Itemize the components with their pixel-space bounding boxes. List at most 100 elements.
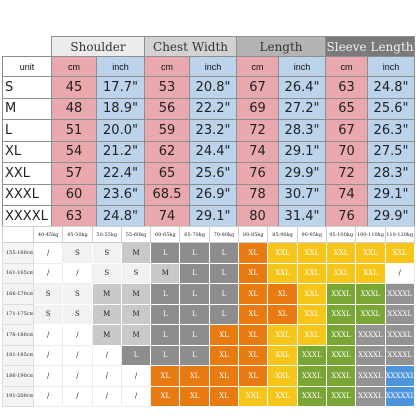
cm-value: 56 bbox=[144, 97, 191, 120]
recommended-size-cell: XL bbox=[208, 365, 240, 387]
cm-value: 70 bbox=[325, 140, 369, 163]
weight-header: 50-55kg bbox=[91, 226, 122, 243]
recommended-size-cell: L bbox=[150, 303, 181, 325]
size-label: L bbox=[2, 119, 52, 142]
recommended-size-cell: XXL bbox=[238, 385, 269, 407]
height-label: 186-190cm bbox=[2, 365, 34, 387]
inch-value: 28.3" bbox=[367, 162, 416, 185]
recommended-size-cell: L bbox=[150, 344, 181, 366]
cm-value: 67 bbox=[325, 119, 369, 142]
unit-cm: cm bbox=[236, 56, 280, 77]
recommended-size-cell: XXL bbox=[296, 303, 327, 325]
weight-header: 85-90kg bbox=[267, 226, 298, 243]
recommended-size-cell: / bbox=[91, 344, 122, 366]
inch-value: 31.4" bbox=[278, 205, 327, 228]
recommended-size-cell: M bbox=[91, 303, 122, 325]
weight-header: 65-70kg bbox=[179, 226, 210, 243]
cm-value: 65 bbox=[144, 162, 191, 185]
cm-value: 76 bbox=[236, 162, 280, 185]
inch-value: 27.2" bbox=[278, 97, 327, 120]
inch-value: 29.1" bbox=[189, 205, 238, 228]
unit-inch: inch bbox=[189, 56, 238, 77]
unit-cm: cm bbox=[325, 56, 369, 77]
size-row: M 48 18.9" 56 22.2" 69 27.2" 65 25.6" bbox=[2, 97, 416, 120]
height-label: 161-165cm bbox=[2, 262, 34, 284]
inch-value: 29.9" bbox=[367, 205, 416, 228]
weight-header-row: 40-45kg 45-50kg 50-55kg 55-60kg 60-65kg 65-70… bbox=[2, 226, 415, 243]
size-chart-body: S 45 17.7" 53 20.8" 67 26.4" 63 24.8" M 48 18.9" 56 2… bbox=[2, 76, 416, 249]
weight-header: 60-65kg bbox=[150, 226, 181, 243]
recommended-size-cell: XXXL bbox=[355, 303, 386, 325]
recommended-size-cell: L bbox=[208, 242, 240, 264]
recommended-size-cell: XXXXL bbox=[384, 283, 415, 305]
recommended-size-cell: XXXXXL bbox=[384, 365, 415, 387]
cm-value: 78 bbox=[236, 183, 280, 206]
recommended-size-cell: XXL bbox=[267, 365, 298, 387]
recommended-size-cell: XL bbox=[238, 262, 269, 284]
cm-value: 48 bbox=[51, 97, 97, 120]
recommended-size-cell: XL bbox=[267, 283, 298, 305]
recommended-size-cell: L bbox=[179, 303, 210, 325]
recommended-size-cell: / bbox=[32, 344, 64, 366]
inch-value: 25.6" bbox=[367, 97, 416, 120]
height-row: 186-190cm / / / / XL XL XL XL XXL XXXL XXXL XXXXL XXX… bbox=[2, 365, 415, 387]
inch-value: 18.9" bbox=[95, 97, 146, 120]
recommended-size-cell: L bbox=[120, 344, 152, 366]
cm-value: 63 bbox=[325, 76, 369, 99]
recommended-size-cell: L bbox=[179, 242, 210, 264]
height-label: 176-180cm bbox=[2, 324, 34, 346]
recommended-size-cell: XXXXL bbox=[355, 365, 386, 387]
recommended-size-cell: M bbox=[91, 283, 122, 305]
recommended-size-cell: / bbox=[32, 242, 64, 264]
height-row: 191-200cm / / / / XL XL XL XXL XXL XXXL XXXL XXXXL XX… bbox=[2, 385, 415, 407]
recommended-size-cell: XXXL bbox=[296, 365, 327, 387]
recommended-size-cell: XXL bbox=[296, 324, 327, 346]
recommended-size-cell: XXXL bbox=[325, 385, 357, 407]
inch-value: 21.2" bbox=[95, 140, 146, 163]
recommended-size-cell: S bbox=[91, 262, 122, 284]
weight-header: 45-50kg bbox=[62, 226, 93, 243]
inch-value: 28.3" bbox=[278, 119, 327, 142]
recommended-size-cell: L bbox=[179, 324, 210, 346]
size-label: XXXXL bbox=[2, 205, 52, 228]
inch-value: 25.6" bbox=[189, 162, 238, 185]
height-label: 166-170cm bbox=[2, 283, 34, 305]
recommended-size-cell: / bbox=[62, 324, 93, 346]
recommended-size-cell: XXXXL bbox=[355, 344, 386, 366]
recommended-size-cell: L bbox=[179, 262, 210, 284]
inch-value: 27.5" bbox=[367, 140, 416, 163]
cm-value: 45 bbox=[51, 76, 97, 99]
size-row: XXL 57 22.4" 65 25.6" 76 29.9" 72 28.3" bbox=[2, 162, 416, 185]
unit-label: unit bbox=[2, 56, 52, 77]
recommended-size-cell: / bbox=[62, 344, 93, 366]
size-row: S 45 17.7" 53 20.8" 67 26.4" 63 24.8" bbox=[2, 76, 416, 99]
height-label: 171-175cm bbox=[2, 303, 34, 325]
height-label: 191-200cm bbox=[2, 385, 34, 407]
size-row: XXXL 60 23.6" 68.5 26.9" 78 30.7" 74 29.1" bbox=[2, 183, 416, 206]
recommended-size-cell: XL bbox=[150, 365, 181, 387]
recommended-size-cell: S bbox=[32, 303, 64, 325]
recommended-size-cell: XXL bbox=[267, 242, 298, 264]
recommended-size-cell: / bbox=[32, 262, 64, 284]
fit-grid-body: 155-160cm / S S M L L L XL XXL XXL XXL XXL XXL 161-165… bbox=[2, 242, 415, 407]
recommended-size-cell: XL bbox=[179, 385, 210, 407]
recommended-size-cell: XXXL bbox=[325, 365, 357, 387]
height-row: 161-165cm / / S S M L L XL XXL XXL XXL XXL / bbox=[2, 262, 415, 284]
recommended-size-cell: / bbox=[384, 262, 415, 284]
height-row: 166-170cm S S M M L L L XL XL XXL XXXL XXXL XXXXL bbox=[2, 283, 415, 305]
inch-value: 29.1" bbox=[278, 140, 327, 163]
size-label: M bbox=[2, 97, 52, 120]
recommended-size-cell: / bbox=[62, 365, 93, 387]
recommended-size-cell: XXXXL bbox=[355, 385, 386, 407]
weight-header: 80-85kg bbox=[238, 226, 269, 243]
size-row: XXXXL 63 24.8" 74 29.1" 80 31.4" 76 29.9" bbox=[2, 205, 416, 228]
recommended-size-cell: XL bbox=[238, 303, 269, 325]
recommended-size-cell: XXL bbox=[384, 242, 415, 264]
recommended-size-cell: XL bbox=[208, 385, 240, 407]
size-row: XL 54 21.2" 62 24.4" 74 29.1" 70 27.5" bbox=[2, 140, 416, 163]
recommended-size-cell: XXXL bbox=[355, 283, 386, 305]
inch-value: 29.9" bbox=[278, 162, 327, 185]
cm-value: 74 bbox=[325, 183, 369, 206]
inch-value: 17.7" bbox=[95, 76, 146, 99]
recommended-size-cell: XXXXL bbox=[355, 324, 386, 346]
